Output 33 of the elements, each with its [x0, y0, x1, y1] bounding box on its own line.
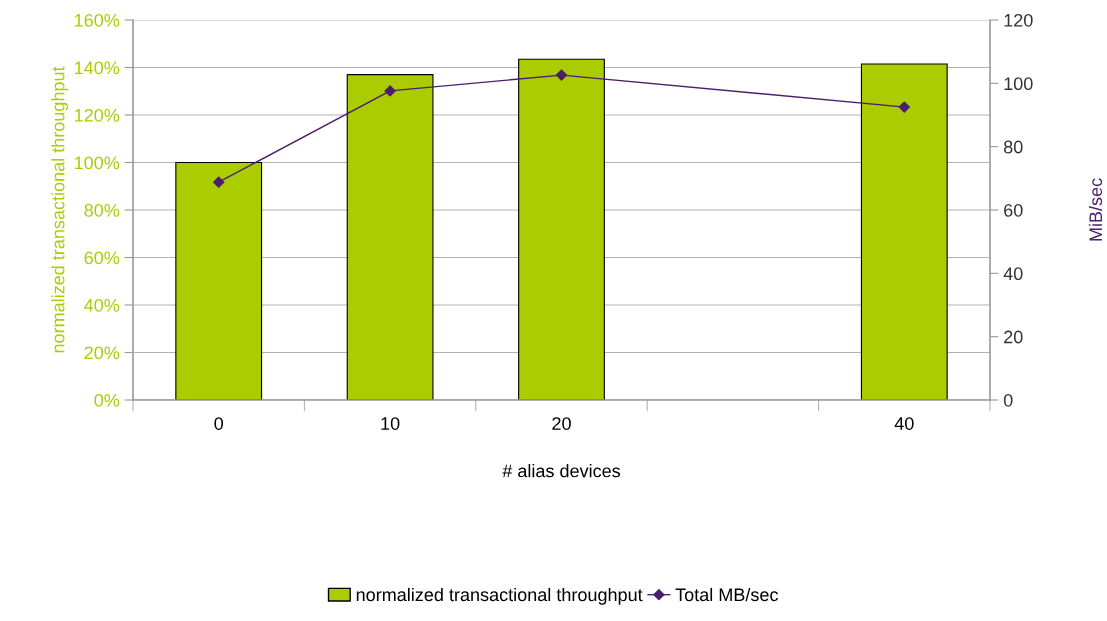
- x-tick-label: 0: [214, 417, 224, 430]
- y-tick-label: 80%: [84, 203, 120, 217]
- point: [213, 176, 225, 188]
- y-tick-label: 40%: [84, 298, 120, 312]
- y2-tick-label: 40: [1003, 267, 1023, 281]
- legend-label: Total MB/sec: [675, 587, 779, 602]
- y-tick-label: 140%: [75, 61, 120, 75]
- y-tick-label: 120%: [75, 108, 120, 122]
- y-tick-label: 20%: [84, 346, 120, 360]
- y-tick-label: 0%: [94, 393, 120, 407]
- legend-label: normalized transactional throughput: [356, 587, 643, 605]
- x-tick-label: 40: [894, 417, 914, 430]
- y2-axis-title: MiB/sec: [1088, 178, 1103, 241]
- y2-tick-label: 60: [1004, 203, 1023, 217]
- y-tick-label: 160%: [75, 13, 120, 27]
- x-tick-label: 10: [381, 417, 400, 430]
- y-axis-title: normalized transactional throughput: [51, 66, 69, 353]
- y2-tick-label: 120: [1004, 13, 1033, 27]
- y2-tick-label: 20: [1004, 330, 1023, 344]
- point: [384, 85, 396, 97]
- bar: [346, 74, 434, 400]
- y2-tick-label: 0: [1003, 393, 1013, 407]
- point: [555, 69, 568, 81]
- bar: [860, 63, 948, 400]
- y2-tick-label: 100: [1004, 77, 1033, 91]
- bar: [175, 161, 263, 400]
- x-axis-title: # alias devices: [502, 464, 621, 478]
- x-tick-label: 20: [552, 417, 571, 430]
- y-tick-label: 60%: [84, 251, 120, 265]
- y-tick-label: 100%: [75, 156, 120, 170]
- bar: [518, 58, 605, 400]
- point: [898, 101, 910, 113]
- y2-tick-label: 80: [1003, 140, 1023, 154]
